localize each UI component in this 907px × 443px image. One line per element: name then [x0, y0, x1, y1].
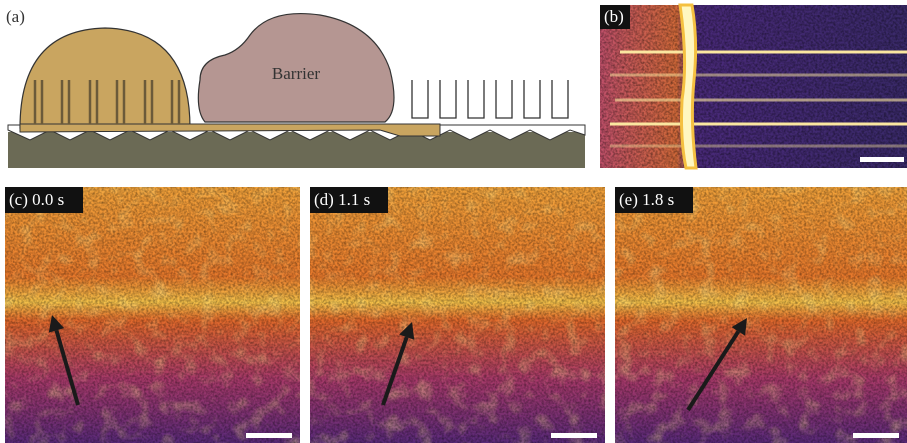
arrow: [54, 329, 80, 406]
arrow-head: [48, 315, 65, 333]
shape: [600, 5, 907, 168]
shape: [860, 157, 904, 162]
shape: (c) 0.0 s (d) 1.1 s (e) 1.8 s: [5, 187, 907, 443]
label-box: [310, 187, 388, 213]
shape: [19, 27, 191, 129]
shape: [600, 5, 630, 29]
shape: [467, 80, 485, 119]
schematic: (a) Barrier: [6, 7, 586, 168]
texture: [310, 187, 605, 443]
panel-label: (b): [604, 7, 624, 26]
arrow-head: [399, 322, 415, 340]
scale-bar: [551, 433, 597, 438]
arrow: [686, 330, 741, 412]
shape: [439, 80, 457, 119]
panel-b: (b): [600, 3, 907, 170]
panel-label: (e) 1.8 s: [619, 190, 674, 209]
shape: [411, 80, 569, 119]
shape: [197, 12, 395, 123]
panel-label: (a): [6, 7, 25, 26]
shape: [495, 80, 513, 119]
shape: [8, 132, 585, 168]
shape: [411, 80, 429, 119]
scale-bar: [853, 433, 899, 438]
shape: [523, 80, 541, 119]
shape: [551, 80, 569, 119]
label-box: [5, 187, 83, 213]
arrow-head: [731, 318, 747, 336]
scale-bar: [246, 433, 292, 438]
panel-label: (d) 1.1 s: [314, 190, 370, 209]
texture: [5, 187, 300, 443]
shape: [19, 123, 441, 137]
panel-label: (c) 0.0 s: [9, 190, 64, 209]
shape: [678, 3, 698, 170]
shape: [33, 80, 181, 124]
texture: [615, 187, 907, 443]
shape: [610, 50, 907, 148]
arrow: [381, 336, 409, 406]
label-box: [615, 187, 693, 213]
barrier-label: Barrier: [272, 64, 320, 83]
